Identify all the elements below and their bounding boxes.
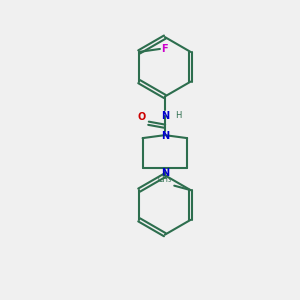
Text: H: H xyxy=(175,111,182,120)
Text: N: N xyxy=(161,111,169,122)
Text: F: F xyxy=(161,44,168,54)
Text: O: O xyxy=(138,112,146,122)
Text: N: N xyxy=(161,131,169,141)
Text: CH₃: CH₃ xyxy=(158,175,172,184)
Text: N: N xyxy=(161,168,169,178)
